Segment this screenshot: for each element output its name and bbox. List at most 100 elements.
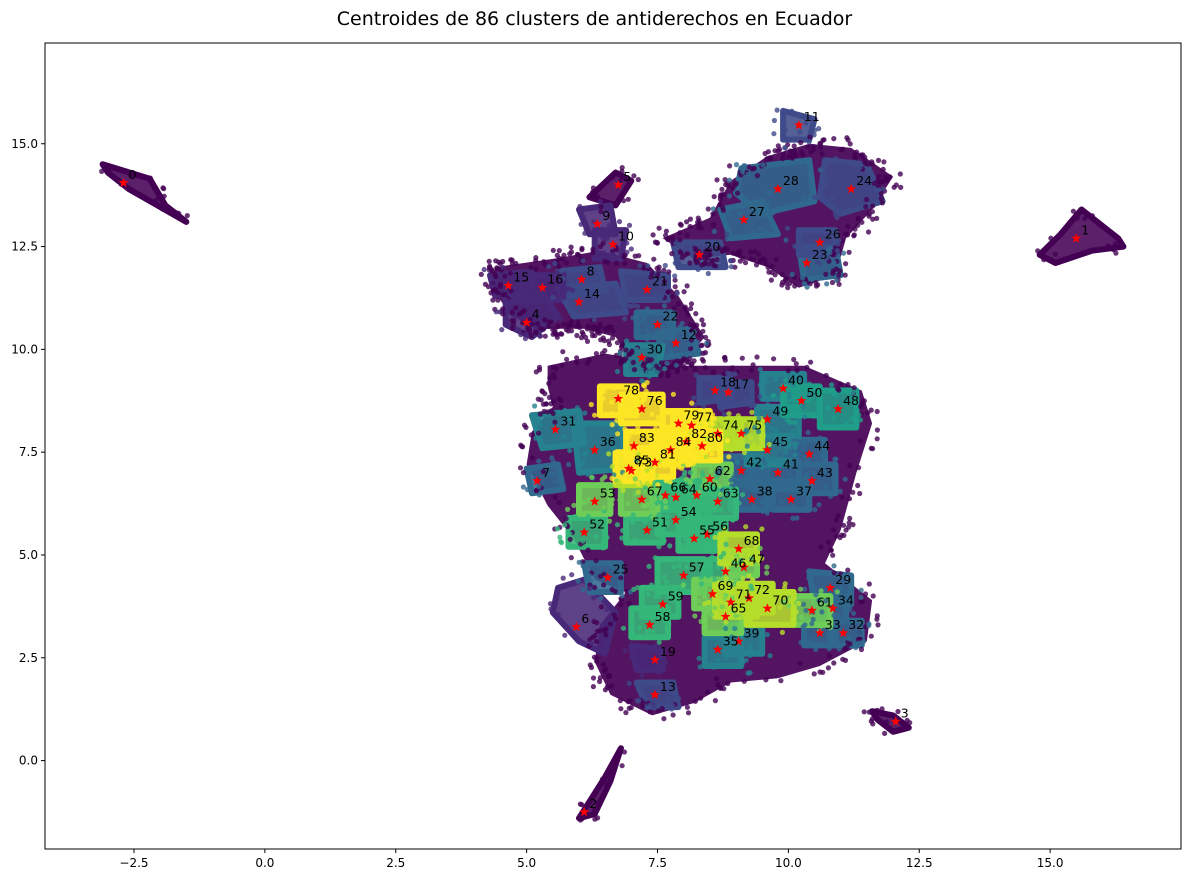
centroid-label-19: 19 [660,644,676,659]
data-point [528,264,534,271]
data-point [803,470,809,477]
x-tick-label: 10.0 [775,856,802,870]
data-point [641,502,647,509]
data-point [762,591,768,597]
data-point [675,461,681,467]
data-point [818,623,824,629]
data-point [558,280,564,286]
centroid-label-36: 36 [600,434,616,449]
data-point [721,355,728,361]
data-point [481,266,487,273]
data-point [840,656,846,662]
data-point [626,433,632,439]
data-point [813,280,819,286]
centroid-label-80: 80 [707,430,723,445]
data-point [673,362,679,368]
data-point [687,345,694,351]
data-point [767,499,774,506]
data-point [687,545,694,551]
data-point [594,645,600,652]
data-point [663,504,669,510]
data-point [694,590,700,596]
data-point [813,646,819,653]
data-point [687,223,693,230]
data-point [865,229,872,235]
data-point [794,515,800,521]
data-point [620,527,626,534]
data-point [706,481,712,487]
data-point [552,599,559,605]
centroid-marker-52 [579,527,590,537]
data-point [736,655,742,661]
data-point [553,478,560,484]
data-point [553,366,559,372]
data-point [583,226,589,232]
data-point [521,270,527,276]
data-point [818,588,824,594]
data-point [548,471,554,477]
data-point [884,176,890,182]
data-point [690,527,696,534]
data-point [661,538,667,544]
data-point [604,235,610,241]
data-point [563,327,569,333]
centroid-marker-0 [118,177,129,187]
data-point [660,403,666,409]
data-point [694,584,700,590]
data-point [614,310,620,316]
data-point [592,412,598,418]
data-point [698,448,704,454]
data-point [824,281,830,287]
data-point [528,288,535,294]
data-point [725,381,732,387]
data-point [757,545,763,552]
data-point [763,677,769,683]
data-point [719,186,725,192]
data-point [776,452,782,458]
data-point [813,227,820,233]
data-point [786,448,792,454]
data-point [597,243,604,250]
data-point [725,370,731,376]
data-point [846,249,852,255]
data-point [806,195,813,201]
centroid-label-28: 28 [783,173,799,188]
data-point [655,414,661,421]
data-point [850,610,857,616]
data-point [700,358,707,364]
data-point [723,619,729,625]
data-point [599,776,606,782]
data-point [732,625,738,632]
data-point [737,258,743,264]
centroid-marker-48 [833,403,844,414]
data-point [526,470,532,476]
centroid-marker-78 [613,393,624,403]
data-point [622,450,628,456]
data-point [667,683,673,689]
data-point [641,447,647,453]
data-point [579,267,585,273]
data-point [816,502,822,508]
cluster-region-2 [576,745,624,822]
data-point [699,556,705,562]
data-point [672,284,678,290]
data-point [602,258,608,264]
data-point [789,108,795,114]
data-point [580,461,587,467]
data-point [856,630,862,636]
data-point [642,488,649,494]
data-point [709,451,715,457]
data-point [536,484,542,490]
data-point [861,709,867,715]
data-point [692,409,698,416]
data-point [561,271,567,277]
centroid-label-61: 61 [817,595,833,610]
data-point [726,177,733,183]
data-point [594,655,600,661]
data-point [600,396,606,402]
data-point [584,338,591,344]
centroid-label-11: 11 [804,109,820,124]
centroid-label-75: 75 [746,418,762,433]
data-point [718,491,724,498]
data-point [723,541,729,547]
